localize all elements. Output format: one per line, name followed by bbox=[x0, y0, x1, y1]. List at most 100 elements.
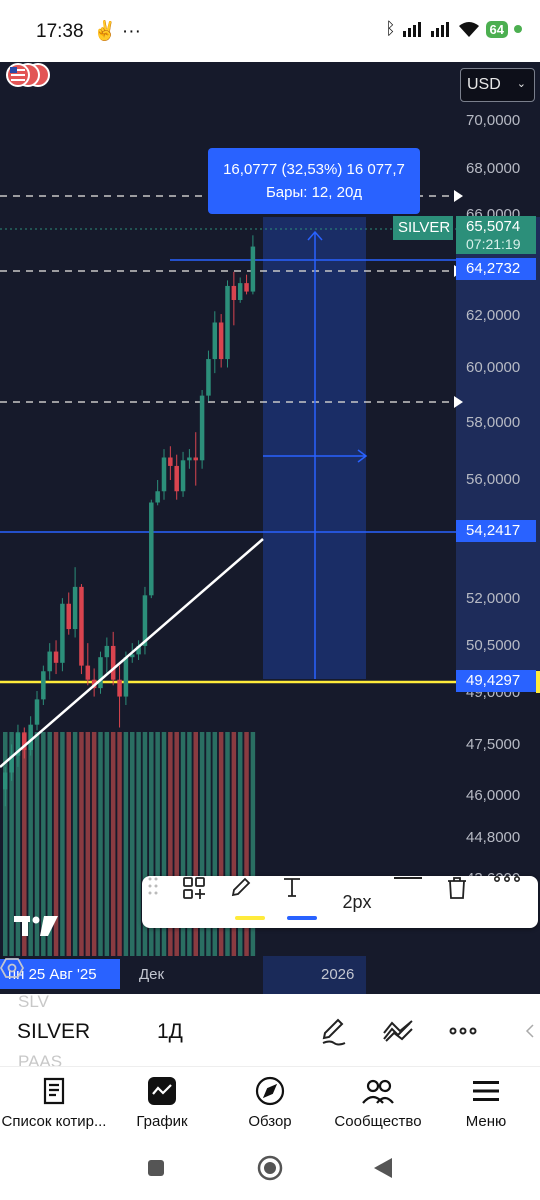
volume-bar bbox=[85, 732, 91, 956]
pencil-color-icon[interactable] bbox=[230, 876, 270, 928]
volume-bar bbox=[231, 732, 237, 956]
volume-bar bbox=[199, 732, 205, 956]
volume-bar bbox=[218, 732, 224, 956]
more-icon[interactable] bbox=[494, 876, 534, 928]
candle-body[interactable] bbox=[130, 654, 135, 658]
trend-line[interactable] bbox=[0, 538, 264, 768]
price-tick: 70,0000 bbox=[466, 112, 521, 129]
volume-bar bbox=[250, 732, 256, 956]
candle-body[interactable] bbox=[136, 645, 141, 655]
volume-bar bbox=[34, 732, 40, 956]
trash-icon[interactable] bbox=[446, 876, 482, 928]
drawing-tool-icon[interactable] bbox=[316, 1014, 352, 1048]
indicators-icon[interactable] bbox=[380, 1014, 416, 1048]
volume-bar bbox=[180, 732, 186, 956]
line-style-icon[interactable] bbox=[394, 876, 430, 928]
nav-label: Список котир... bbox=[1, 1113, 107, 1130]
volume-bar bbox=[91, 732, 97, 956]
line-width-label: 2px bbox=[342, 891, 372, 912]
candle-body[interactable] bbox=[110, 645, 116, 680]
nav-label: Сообщество bbox=[334, 1113, 422, 1130]
candle-body[interactable] bbox=[174, 465, 179, 492]
volume-bar bbox=[212, 732, 218, 956]
status-time: 17:38 bbox=[36, 21, 84, 42]
line-width-button[interactable]: 2px bbox=[334, 876, 380, 928]
volume-bar bbox=[193, 732, 198, 956]
interval-selector[interactable]: 1Д bbox=[157, 1020, 183, 1043]
recents-button-icon[interactable] bbox=[147, 1159, 165, 1177]
price-tick: 47,5000 bbox=[466, 736, 521, 753]
back-button-icon[interactable] bbox=[373, 1157, 393, 1179]
candle-body[interactable] bbox=[187, 457, 192, 461]
line-price-tag-mid: 54,2417 bbox=[456, 520, 536, 542]
collapse-arrow-icon[interactable] bbox=[520, 1014, 540, 1048]
candle-body[interactable] bbox=[28, 724, 33, 750]
nav-watchlist[interactable]: Список котир... bbox=[0, 1075, 108, 1130]
nav-community[interactable]: Сообщество bbox=[324, 1075, 432, 1130]
candle-body[interactable] bbox=[244, 283, 249, 292]
chart-canvas[interactable] bbox=[0, 62, 540, 956]
candle-body[interactable] bbox=[218, 322, 224, 360]
status-right-icons: ᛒ 64 bbox=[385, 19, 522, 39]
volume-bar bbox=[47, 732, 52, 956]
volume-bar bbox=[66, 732, 71, 956]
currency-select[interactable]: USD ⌄ bbox=[460, 68, 535, 102]
candle-body[interactable] bbox=[34, 699, 40, 725]
drag-handle-icon[interactable] bbox=[148, 876, 166, 928]
home-button-icon[interactable] bbox=[257, 1155, 283, 1181]
more-options-icon[interactable] bbox=[445, 1014, 481, 1048]
text-color-icon[interactable] bbox=[282, 876, 322, 928]
candle-body[interactable] bbox=[149, 502, 154, 596]
chart-settings-icon[interactable] bbox=[0, 956, 24, 980]
candle-body[interactable] bbox=[85, 665, 91, 680]
bluetooth-icon: ᛒ bbox=[385, 19, 396, 38]
candle-body[interactable] bbox=[180, 460, 186, 492]
volume-bar bbox=[206, 732, 211, 956]
candle-body[interactable] bbox=[9, 755, 14, 773]
candle-body[interactable] bbox=[250, 246, 256, 292]
candle-body[interactable] bbox=[193, 457, 199, 461]
candle-body[interactable] bbox=[47, 651, 52, 672]
candle-body[interactable] bbox=[15, 733, 21, 756]
candle-body[interactable] bbox=[168, 457, 173, 466]
nav-chart[interactable]: График bbox=[108, 1075, 216, 1130]
nav-menu[interactable]: Меню bbox=[432, 1075, 540, 1130]
economic-events-icon[interactable] bbox=[0, 62, 60, 88]
status-bar: 17:38 ✌ ··· ᛒ 64 bbox=[0, 0, 540, 62]
candle-body[interactable] bbox=[3, 772, 8, 790]
price-chart[interactable]: USD ⌄ 70,0000 68,0000 66,0000 62,0000 60… bbox=[0, 62, 540, 994]
candle-body[interactable] bbox=[237, 283, 243, 300]
measure-tooltip: 16,0777 (32,53%) 16 077,7 Бары: 12, 20д bbox=[208, 148, 420, 214]
candle-body[interactable] bbox=[155, 491, 160, 503]
candle-body[interactable] bbox=[206, 359, 211, 396]
candle-body[interactable] bbox=[212, 322, 218, 360]
candle-body[interactable] bbox=[66, 603, 72, 630]
line-price-tag-bottom: 49,4297 bbox=[456, 670, 536, 692]
add-shapes-icon[interactable] bbox=[182, 876, 218, 928]
measure-arrow-head-up bbox=[307, 230, 323, 241]
candle-body[interactable] bbox=[98, 657, 103, 689]
time-axis-label-year: 2026 bbox=[321, 966, 355, 983]
candle-body[interactable] bbox=[53, 651, 59, 663]
symbol-name[interactable]: SILVER bbox=[17, 1020, 91, 1043]
candle-body[interactable] bbox=[142, 595, 148, 646]
candlesticks[interactable] bbox=[3, 235, 256, 807]
candle-body[interactable] bbox=[161, 457, 167, 492]
candle-body[interactable] bbox=[199, 395, 205, 461]
candle-body[interactable] bbox=[60, 603, 65, 663]
candle-body[interactable] bbox=[225, 285, 230, 360]
candle-body[interactable] bbox=[104, 645, 110, 658]
volume-bar bbox=[9, 732, 14, 956]
volume-bar bbox=[98, 732, 103, 956]
candle-body[interactable] bbox=[72, 586, 78, 630]
nav-overview[interactable]: Обзор bbox=[216, 1075, 324, 1130]
volume-bar bbox=[237, 732, 243, 956]
candle-body[interactable] bbox=[231, 285, 237, 300]
candle-body[interactable] bbox=[123, 657, 129, 697]
candle-body[interactable] bbox=[117, 679, 122, 697]
candle-body[interactable] bbox=[41, 671, 46, 700]
candle-body[interactable] bbox=[79, 586, 84, 666]
time-axis[interactable]: пн 25 Авг '25 Дек 2026 bbox=[0, 956, 540, 994]
prev-symbol[interactable]: SLV bbox=[18, 992, 49, 1011]
candle-body[interactable] bbox=[22, 733, 27, 750]
